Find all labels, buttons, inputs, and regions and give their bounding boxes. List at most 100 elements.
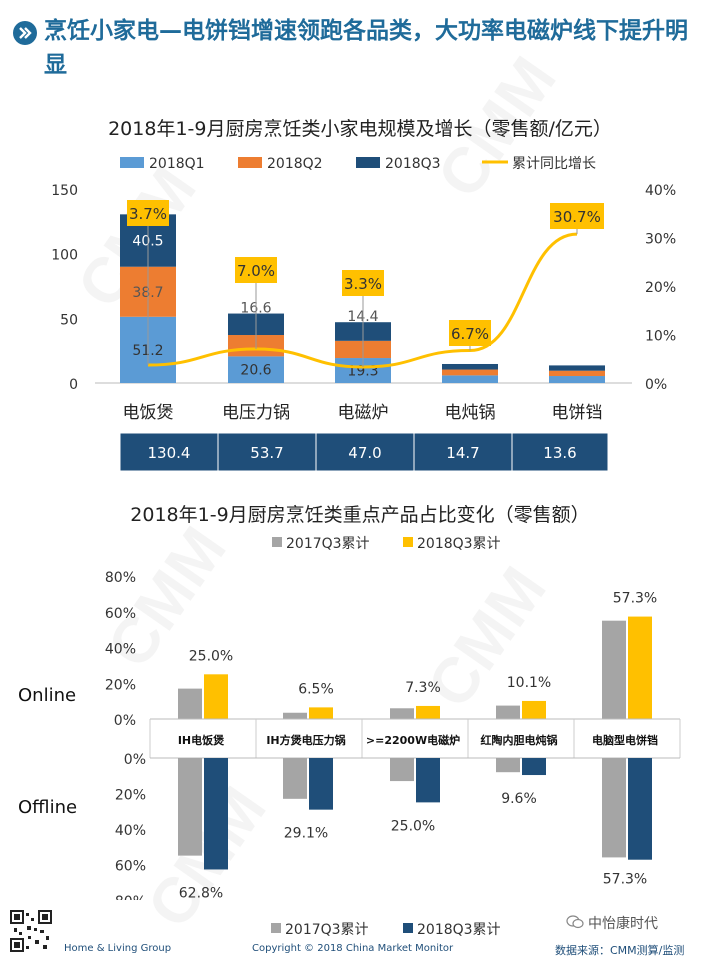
total-value: 53.7 [250, 444, 283, 462]
online-y-tick: 40% [105, 642, 136, 658]
offline-bar [522, 758, 546, 776]
total-value: 14.7 [446, 444, 479, 462]
chevron-circle-icon [13, 21, 37, 45]
legend-swatch [271, 923, 281, 933]
x-category-label: 电脑型电饼铛 [592, 733, 658, 747]
online-value-label: 25.0% [189, 648, 233, 664]
online-value-label: 7.3% [405, 680, 441, 696]
x-category-label: 电饭煲 [123, 403, 174, 423]
growth-label-box [550, 203, 604, 229]
total-value: 47.0 [348, 444, 381, 462]
legend-swatch [403, 537, 413, 547]
offline-value-label: 29.1% [284, 826, 328, 842]
y2-tick-label: 30% [645, 232, 676, 248]
chart-title: 2018年1-9月厨房烹饪类重点产品占比变化（零售额） [130, 504, 589, 526]
y-tick-label: 0 [69, 377, 78, 393]
online-bar [602, 620, 626, 719]
brand-name: 中怡康时代 [588, 916, 658, 932]
growth-label: 7.0% [237, 262, 275, 280]
legend-label: 2018Q3 [385, 156, 441, 172]
growth-label-box [342, 270, 384, 296]
x-category-label: 红陶内胆电炖锅 [481, 733, 558, 747]
growth-label-box [449, 320, 491, 346]
growth-label-box [127, 200, 169, 226]
online-y-tick: 0% [114, 713, 136, 729]
offline-y-tick: 60% [115, 859, 146, 875]
y2-tick-label: 40% [645, 183, 676, 199]
legend-label: 2018Q1 [149, 156, 205, 172]
offline-value-label: 25.0% [391, 818, 435, 834]
online-y-tick: 80% [105, 570, 136, 586]
offline-value-label: 62.8% [179, 885, 223, 900]
x-category-label: 电压力锅 [222, 403, 290, 423]
footer-group-label: Home & Living Group [64, 943, 172, 954]
offline-y-tick: 20% [115, 788, 146, 804]
total-cell [511, 432, 609, 472]
footer: Home & Living Group Copyright © 2018 Chi… [0, 905, 720, 960]
y2-tick-label: 0% [645, 377, 667, 393]
page-title: 烹饪小家电—电饼铛增速领跑各品类，大功率电磁炉线下提升明显 [44, 18, 688, 78]
growth-line [147, 232, 578, 369]
offline-y-tick: 80% [115, 894, 146, 900]
online-bar [390, 708, 414, 719]
online-bar [628, 616, 652, 719]
share-bar-chart: 2018年1-9月厨房烹饪类重点产品占比变化（零售额） 2017Q3累计 2018Q… [18, 504, 681, 900]
total-cell [315, 432, 415, 472]
x-category-label: IH电饭煲 [178, 733, 225, 747]
x-category-label: 电磁炉 [338, 403, 389, 423]
offline-bar [283, 758, 307, 799]
online-bar [416, 705, 440, 719]
growth-label: 30.7% [553, 208, 601, 226]
x-category-label: 电饼铛 [552, 403, 603, 423]
online-y-tick: 60% [105, 606, 136, 622]
offline-bar [628, 758, 652, 860]
online-bar [204, 674, 228, 719]
y-tick-label: 100 [51, 248, 78, 264]
legend-swatch [272, 537, 282, 547]
total-cell [119, 432, 219, 472]
online-y-tick: 20% [105, 677, 136, 693]
bar-segment [442, 375, 498, 383]
offline-bar [496, 758, 520, 773]
online-label: Online [18, 685, 76, 706]
data-source: 数据来源：CMM测算/监测 [555, 944, 685, 957]
y-tick-label: 50 [60, 312, 78, 328]
offline-bar [178, 758, 202, 856]
offline-bar [390, 758, 414, 782]
legend-label: 2017Q3累计 [285, 922, 369, 938]
online-bar [309, 707, 333, 719]
wechat-icon [566, 915, 584, 929]
qr-code-icon [10, 910, 52, 952]
bar-segment [228, 356, 284, 383]
offline-legend: 2017Q3累计 2018Q3累计 [271, 922, 501, 938]
bar-segment [442, 363, 498, 370]
online-bar [522, 700, 546, 719]
legend-label: 2018Q2 [267, 156, 323, 172]
online-bar [496, 705, 520, 719]
stacked-bar-chart: 2018年1-9月厨房烹饪类小家电规模及增长（零售额/亿元） 2018Q1 2018… [51, 118, 676, 472]
legend-label: 2018Q3累计 [417, 922, 501, 938]
y2-tick-label: 10% [645, 329, 676, 345]
x-category-label: 电炖锅 [445, 403, 496, 423]
total-value: 13.6 [543, 444, 576, 462]
online-value-label: 6.5% [298, 681, 334, 697]
bar-segment [549, 370, 605, 377]
growth-label-box [235, 257, 277, 283]
growth-label: 3.7% [129, 205, 167, 223]
offline-bar [416, 758, 440, 803]
x-category-label: IH方煲电压力锅 [266, 733, 345, 747]
legend-swatch [238, 157, 262, 168]
growth-label: 6.7% [451, 325, 489, 343]
online-value-label: 57.3% [613, 591, 657, 607]
offline-y-tick: 0% [124, 752, 146, 768]
legend-swatch [120, 157, 144, 168]
bar-segment [549, 376, 605, 383]
offline-value-label: 57.3% [603, 872, 647, 888]
offline-label: Offline [18, 797, 77, 818]
online-value-label: 10.1% [507, 675, 551, 691]
legend-swatch [403, 923, 413, 933]
online-bar [178, 688, 202, 719]
total-cell [413, 432, 513, 472]
footer-copyright: Copyright © 2018 China Market Monitor [252, 943, 454, 954]
bar-segment [442, 369, 498, 376]
